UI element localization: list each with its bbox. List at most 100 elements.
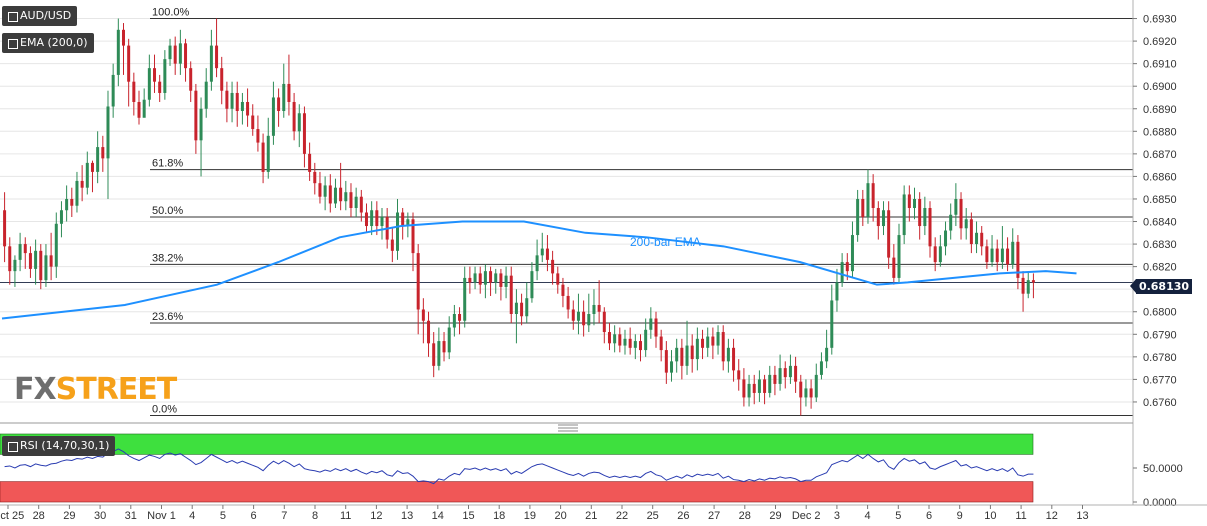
- candle-body: [716, 332, 720, 346]
- candle-body: [3, 210, 7, 247]
- y-tick-label: 0.6850: [1143, 194, 1177, 206]
- candle-body: [364, 212, 368, 227]
- candle-body: [432, 343, 436, 366]
- candle-body: [778, 368, 782, 384]
- candle-body: [551, 259, 555, 274]
- candle-body: [297, 113, 301, 132]
- candle-body: [752, 383, 756, 393]
- candle-body: [163, 59, 167, 93]
- y-tick-label: 0.6870: [1143, 149, 1177, 161]
- candle-body: [850, 235, 854, 272]
- candle-body: [90, 162, 94, 172]
- candle-body: [732, 347, 736, 371]
- candle-body: [649, 318, 653, 330]
- y-tick-label: 0.6780: [1143, 352, 1177, 364]
- price-grid: [0, 18, 1133, 403]
- candle-body: [964, 219, 968, 229]
- rsi-tick-label: 0.0000: [1143, 497, 1177, 509]
- candle-body: [380, 217, 384, 227]
- candle-body: [173, 45, 177, 64]
- rsi-indicator-label[interactable]: RSI (14,70,30,1): [2, 436, 116, 456]
- candle-body: [137, 101, 141, 118]
- x-tick-label: 28: [739, 510, 751, 522]
- panel-resize-handle[interactable]: [558, 424, 578, 432]
- y-tick-label: 0.6790: [1143, 329, 1177, 341]
- candle-body: [799, 381, 803, 398]
- x-tick-label: 31: [125, 510, 137, 522]
- candle-body: [8, 246, 12, 272]
- candle-body: [240, 101, 244, 112]
- candle-body: [871, 183, 875, 208]
- candle-body: [106, 106, 110, 159]
- x-tick-label: Dec 2: [792, 510, 821, 522]
- candle-body: [638, 341, 642, 351]
- candle-body: [701, 338, 705, 348]
- y-tick-label: 0.6820: [1143, 262, 1177, 274]
- candle-body: [525, 298, 529, 317]
- candle-body: [695, 338, 699, 360]
- y-tick-label: 0.6800: [1143, 307, 1177, 319]
- candle-body: [742, 379, 746, 398]
- candle-body: [483, 271, 487, 285]
- candle-body: [282, 83, 286, 112]
- candle-body: [442, 341, 446, 353]
- candle-body: [153, 68, 157, 82]
- x-tick-label: 27: [708, 510, 720, 522]
- fib-label: 61.8%: [152, 158, 183, 170]
- candle-body: [427, 320, 431, 344]
- candle-body: [458, 313, 462, 321]
- candle-body: [49, 255, 53, 267]
- candle-body: [147, 68, 151, 100]
- x-tick-label: 19: [524, 510, 536, 522]
- candle-body: [938, 246, 942, 263]
- rsi-overbought-zone: [0, 433, 1034, 455]
- candle-body: [726, 347, 730, 362]
- candle-body: [556, 273, 560, 285]
- x-tick-label: Nov 1: [147, 510, 176, 522]
- x-tick-label: 13: [401, 510, 413, 522]
- candle-body: [59, 210, 63, 224]
- candle-body: [675, 347, 679, 362]
- logo-part-2: STREET: [55, 372, 178, 407]
- price-axis[interactable]: 0.6930 0.6920 0.6910 0.6900 0.6890 0.6880 0.68…: [1132, 0, 1177, 505]
- fib-label: 0.0%: [152, 403, 177, 415]
- candle-body: [473, 273, 477, 283]
- fib-label: 100.0%: [152, 7, 190, 19]
- candle-body: [158, 81, 162, 93]
- candle-body: [333, 187, 337, 204]
- candle-body: [613, 334, 617, 344]
- candle-body: [447, 327, 451, 353]
- candle-body: [235, 92, 239, 112]
- y-tick-label: 0.6930: [1143, 14, 1177, 26]
- x-tick-label: 6: [251, 510, 257, 522]
- candle-body: [421, 309, 425, 321]
- candle-body: [887, 210, 891, 258]
- candle-body: [189, 68, 193, 91]
- candle-body: [990, 248, 994, 263]
- candle-body: [913, 198, 917, 208]
- candle-body: [396, 212, 400, 251]
- candle-body: [127, 45, 131, 82]
- candle-body: [587, 313, 591, 326]
- candle-body: [18, 244, 22, 260]
- time-axis[interactable]: Oct 25 28 29 30 31 Nov 1 4 5 6 7 8 11 12 13 14 15 18 19 20…: [0, 504, 1207, 522]
- candle-body: [628, 338, 632, 348]
- candle-body: [576, 311, 580, 321]
- candle-body: [468, 277, 472, 283]
- x-tick-label: 11: [340, 510, 351, 522]
- x-tick-label: 25: [647, 510, 659, 522]
- candle-body: [685, 345, 689, 366]
- x-tick-label: 21: [585, 510, 597, 522]
- candle-body: [225, 90, 229, 109]
- candle-body: [664, 350, 668, 373]
- x-tick-label: 5: [895, 510, 901, 522]
- symbol-label[interactable]: AUD/USD: [2, 6, 78, 26]
- y-tick-label: 0.6860: [1143, 171, 1177, 183]
- candle-body: [85, 162, 89, 188]
- candle-body: [499, 273, 503, 287]
- ema-indicator-label[interactable]: EMA (200,0): [2, 33, 94, 53]
- x-tick-label: 7: [281, 510, 287, 522]
- candle-body: [39, 250, 43, 281]
- rsi-line: [4, 448, 1034, 485]
- candle-body: [757, 379, 761, 393]
